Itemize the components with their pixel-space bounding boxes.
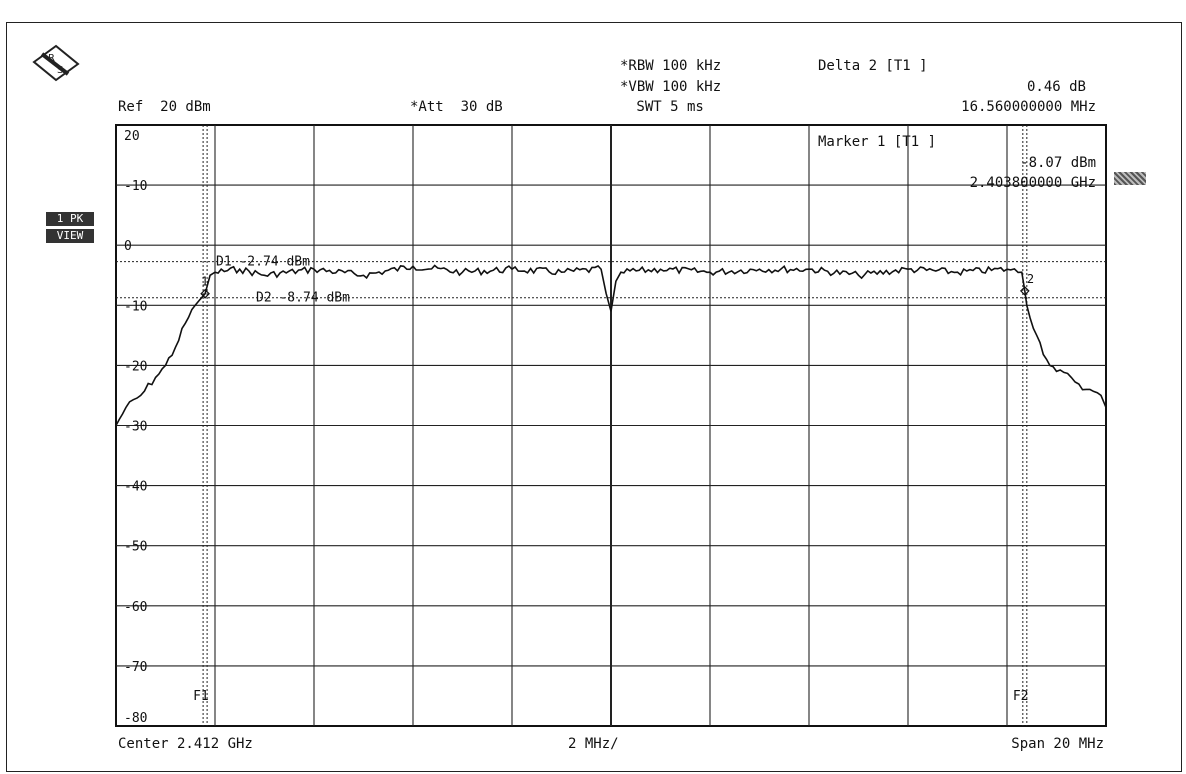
y-tick-label: -60 (124, 600, 147, 615)
delta-value: 0.46 dB (1026, 79, 1086, 95)
trace-mode-badge: 1 PK (46, 212, 94, 226)
grid (115, 124, 1107, 727)
document-border (6, 22, 1182, 772)
spectrum-trace (115, 264, 1107, 426)
rohde-schwarz-logo: R S (32, 44, 80, 82)
marker-label: 1 (201, 275, 208, 289)
marker-value: -8.07 dBm (1020, 155, 1096, 171)
y-tick-labels: 20 -10 0 -10 -20 -30 -40 -50 -60 -70 -80 (124, 129, 147, 726)
frequency-lines: F1 F2 (193, 125, 1028, 726)
y-tick-label: -70 (124, 660, 147, 675)
rbw-setting: *RBW 100 kHz (620, 58, 722, 74)
a-badge: A (1114, 172, 1146, 185)
frequency-per-division: 2 MHz/ (568, 736, 619, 752)
display-line-label: D1 -2.74 dBm (216, 255, 310, 270)
svg-text:R: R (48, 53, 55, 64)
center-frequency: Center 2.412 GHz (118, 736, 253, 752)
span: Span 20 MHz (1011, 736, 1104, 752)
marker-label: 2 (1027, 272, 1034, 286)
frequency-line-label: F2 (1013, 689, 1029, 704)
y-tick-label: -10 (124, 299, 147, 314)
ref-level: Ref 20 dBm (118, 99, 211, 115)
marker-frequency: 2.403800000 GHz (969, 175, 1096, 191)
delta-title: Delta 2 [T1 ] (818, 58, 928, 74)
display-lines: D1 -2.74 dBm D2 -8.74 dBm (116, 255, 1106, 306)
y-tick-label: 0 (124, 239, 132, 254)
svg-text:S: S (57, 65, 63, 76)
y-tick-label: -10 (124, 179, 147, 194)
marker-title: Marker 1 [T1 ] (818, 134, 937, 150)
marker-diamond (1019, 286, 1030, 296)
display-line-label: D2 -8.74 dBm (256, 291, 350, 306)
y-tick-label: 20 (124, 129, 140, 144)
y-tick-label: -80 (124, 711, 147, 726)
vbw-setting: *VBW 100 kHz (620, 79, 722, 95)
y-tick-label: -20 (124, 359, 147, 374)
y-tick-label: -50 (124, 540, 147, 555)
y-tick-label: -40 (124, 480, 147, 495)
delta-frequency: 16.560000000 MHz (961, 99, 1096, 115)
sweep-time: SWT 5 ms (628, 99, 704, 115)
view-badge: VIEW (46, 229, 94, 243)
marker-diamond (200, 288, 210, 299)
y-tick-label: -30 (124, 420, 147, 435)
frequency-line-label: F1 (193, 689, 209, 704)
attenuation: *Att 30 dB (410, 99, 503, 115)
